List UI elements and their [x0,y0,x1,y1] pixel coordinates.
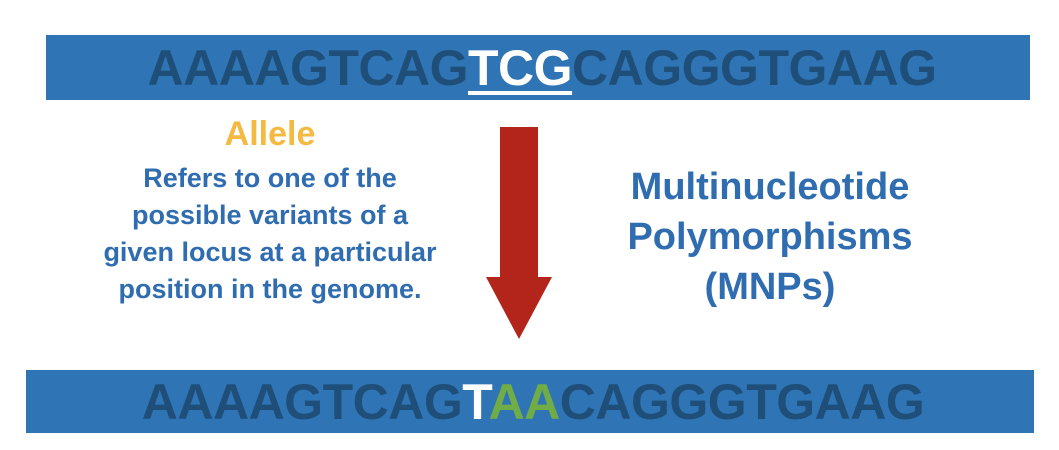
down-arrow-icon [486,127,552,339]
reference-sequence-prefix: AAAAGTCAG [147,39,469,96]
mnp-label-line: (MNPs) [704,266,836,308]
mnp-label-line: Polymorphisms [627,216,913,258]
variant-sequence-bar: AAAAGTCAGTAACAGGGTGAAG [26,370,1034,433]
down-arrow-shape [486,127,552,339]
mnp-label-line: Multinucleotide [630,166,910,208]
mnp-label: Multinucleotide Polymorphisms (MNPs) [590,162,950,312]
allele-definition-line: possible variants of a [131,200,409,230]
reference-highlight: TCG [468,39,573,96]
variant-substituted-bases: AA [488,373,561,430]
allele-definition: Refers to one of the possible variants o… [55,160,485,308]
variant-sequence: AAAAGTCAGTAACAGGGTGAAG [136,373,925,430]
variant-sequence-prefix: AAAAGTCAG [141,373,463,430]
variant-sequence-suffix: CAGGGTGAAG [559,373,925,430]
reference-sequence: AAAAGTCAGTCGCAGGGTGAAG [140,43,937,93]
allele-title: Allele [224,115,316,153]
reference-sequence-suffix: CAGGGTGAAG [572,39,937,96]
reference-sequence-bar: AAAAGTCAGTCGCAGGGTGAAG [46,35,1030,100]
allele-definition-line: given locus at a particular [103,237,437,267]
allele-definition-line: Refers to one of the [143,163,397,193]
allele-definition-line: position in the genome. [118,274,422,304]
variant-unchanged-base: T [462,373,489,430]
